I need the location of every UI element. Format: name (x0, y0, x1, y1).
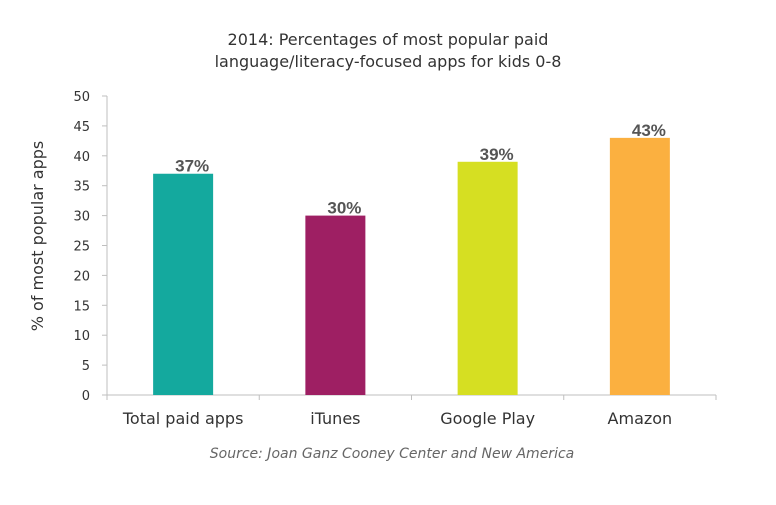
category-label-1: iTunes (310, 409, 360, 428)
y-tick-label: 35 (73, 180, 90, 195)
bar-3 (609, 137, 670, 396)
y-tick-label: 25 (73, 240, 90, 255)
data-label-1: 30% (327, 199, 361, 218)
chart-title-line-2: language/literacy-focused apps for kids … (215, 52, 562, 71)
data-label-0: 37% (175, 157, 209, 176)
y-axis-label: % of most popular apps (28, 141, 47, 331)
y-tick-label: 45 (73, 120, 90, 135)
category-label-2: Google Play (440, 409, 535, 428)
y-tick-label: 5 (82, 359, 90, 374)
y-tick-label: 15 (73, 299, 90, 314)
y-tick-label: 50 (73, 90, 90, 105)
bar-2 (457, 161, 518, 395)
bar-1 (305, 215, 366, 395)
y-tick-label: 0 (82, 389, 90, 404)
y-tick-label: 30 (73, 210, 90, 225)
data-label-2: 39% (480, 145, 514, 164)
category-label-3: Amazon (608, 409, 673, 428)
bar-0 (153, 173, 214, 395)
data-label-3: 43% (632, 121, 666, 140)
chart-title-line-1: 2014: Percentages of most popular paid (228, 30, 549, 49)
category-label-0: Total paid apps (122, 409, 244, 428)
y-tick-label: 10 (73, 329, 90, 344)
source-note: Source: Joan Ganz Cooney Center and New … (210, 446, 574, 462)
bars: 37% Total paid apps 30% iTunes 39% Google Pla… (106, 121, 717, 428)
y-tick-label: 20 (73, 269, 90, 284)
y-tick-label: 40 (73, 150, 90, 165)
